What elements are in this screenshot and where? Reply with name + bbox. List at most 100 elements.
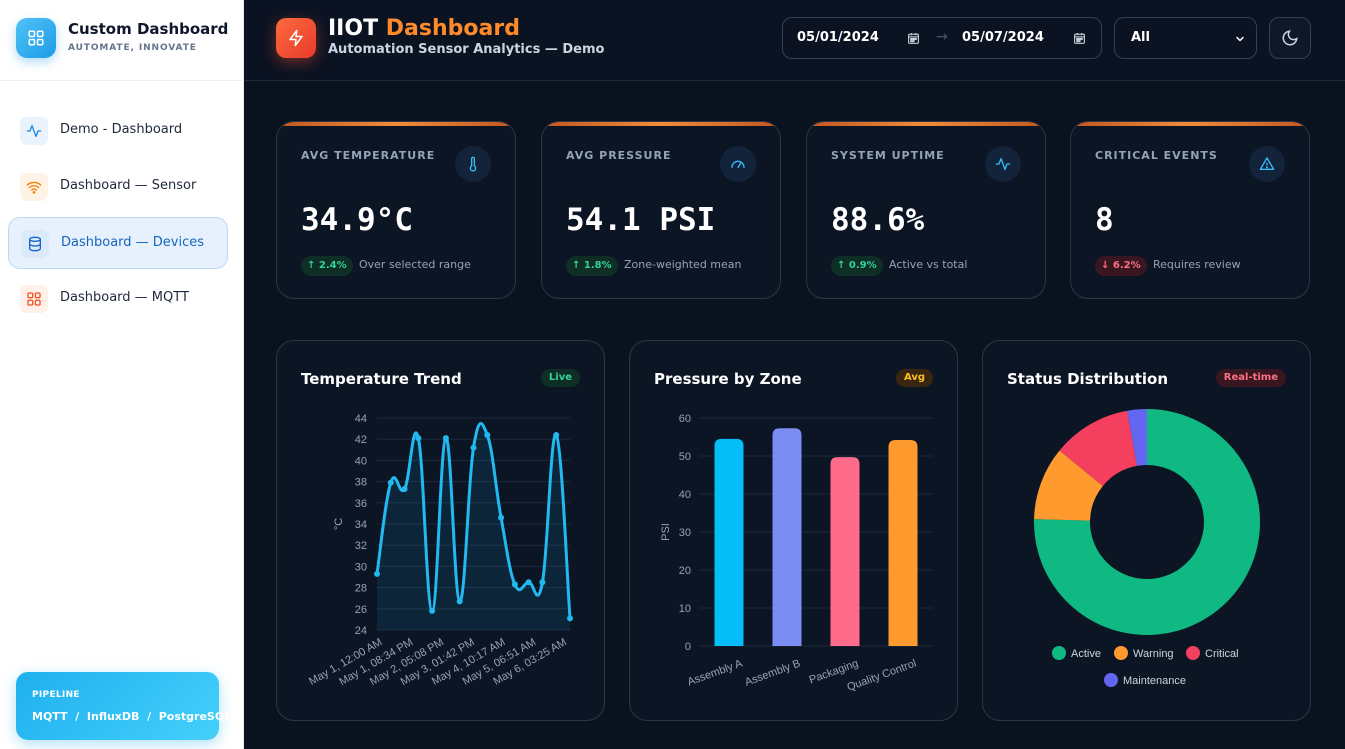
kpi-note: Over selected range [359,258,471,271]
date-to-input[interactable]: 05/07/2024 [962,30,1044,45]
y-tick-label: 30 [355,561,367,573]
pressure-by-zone-card: Pressure by Zone Avg 0 10 20 30 40 50 60 PSI Ass… [629,340,958,721]
data-point [498,514,505,521]
alert-triangle-icon [1249,146,1285,182]
data-point [539,579,546,586]
kpi-value: 54.1 PSI [566,202,716,238]
y-tick-label: 28 [355,583,367,595]
title-main: IIOT [328,16,379,41]
x-tick-label: Assembly A [686,657,745,688]
kpi-card-uptime: SYSTEM UPTIME 88.6% ↑ 0.9% Active vs tot… [806,121,1046,299]
y-tick-label: 40 [355,455,367,467]
calendar-icon[interactable] [907,32,920,45]
bar-assembly-b [772,428,802,646]
kpi-value: 88.6% [831,202,925,238]
y-axis-label: °C [333,518,345,530]
page-title: IIOT Dashboard [328,16,520,41]
y-tick-label: 32 [355,540,367,552]
legend-item-warning[interactable]: Warning [1114,646,1174,661]
brand-subtitle: AUTOMATE, INNOVATE [68,43,197,53]
live-badge: Live [540,369,580,387]
moon-icon [1282,30,1298,46]
legend-label: Warning [1133,648,1174,660]
kpi-accent-bar [807,122,1045,126]
legend-item-active[interactable]: Active [1052,646,1101,661]
pipeline-title: PIPELINE [32,690,80,700]
activity-icon [985,146,1021,182]
grid-icon [20,285,48,313]
x-tick-label: Assembly B [743,658,802,689]
kpi-delta-badge: ↑ 1.8% [566,256,618,276]
y-tick-label: 42 [355,434,367,446]
thermometer-icon [455,146,491,182]
y-tick-label: 30 [679,527,691,539]
kpi-delta-badge: ↑ 0.9% [831,256,883,276]
bolt-icon [276,18,316,58]
zone-filter-value: All [1131,30,1150,45]
kpi-value: 34.9°C [301,202,413,238]
status-donut-chart [1034,409,1260,635]
data-point [484,431,491,438]
kpi-accent-bar [277,122,515,126]
slice-active [1034,409,1260,635]
legend-swatch [1052,646,1066,661]
bar-quality-control [888,440,918,646]
y-tick-label: 60 [679,413,691,425]
pipeline-card: PIPELINE MQTT / InfluxDB / PostgreSQL [16,672,231,740]
nav-item-devices[interactable]: Dashboard — Devices [8,217,228,269]
realtime-badge: Real-time [1215,369,1286,387]
theme-toggle-button[interactable] [1269,17,1311,59]
nav-item-demo-dashboard[interactable]: Demo - Dashboard [8,105,228,157]
slice-warning [1034,450,1103,521]
page-subtitle: Automation Sensor Analytics — Demo [328,42,605,57]
kpi-label: AVG TEMPERATURE [301,149,436,162]
kpi-delta-badge: ↓ 6.2% [1095,256,1147,276]
y-tick-label: 34 [355,519,367,531]
bar-packaging [830,457,860,646]
kpi-label: CRITICAL EVENTS [1095,149,1218,162]
sidebar: Custom Dashboard AUTOMATE, INNOVATE Demo… [0,0,244,749]
y-axis-label: PSI [660,523,672,541]
slice-critical [1059,410,1138,486]
y-tick-label: 50 [679,451,691,463]
date-arrow: → [936,29,948,45]
pipeline-value: MQTT / InfluxDB / PostgreSQL [32,710,232,723]
legend-item-maintenance[interactable]: Maintenance [1104,673,1186,688]
zone-filter-select[interactable]: All [1114,17,1257,59]
nav-item-sensor[interactable]: Dashboard — Sensor [8,161,228,213]
data-point [387,479,394,486]
header: IIOT Dashboard Automation Sensor Analyti… [244,0,1345,81]
kpi-accent-bar [542,122,780,126]
brand-title: Custom Dashboard [68,20,229,38]
kpi-card-critical-events: CRITICAL EVENTS 8 ↓ 6.2% Requires review [1070,121,1310,299]
activity-icon [20,117,48,145]
wifi-icon [20,173,48,201]
legend-swatch [1186,646,1200,661]
legend-swatch [1104,673,1118,688]
y-tick-label: 26 [355,604,367,616]
data-point [415,435,422,442]
card-title: Temperature Trend [301,370,462,388]
kpi-delta-badge: ↑ 2.4% [301,256,353,276]
status-distribution-card: Status Distribution Real-time Active Warn… [982,340,1311,721]
data-point [401,486,408,493]
data-point [456,598,463,605]
y-tick-label: 40 [679,489,691,501]
date-range-picker: 05/01/2024 → 05/07/2024 [782,17,1102,59]
calendar-icon[interactable] [1073,32,1086,45]
legend-item-critical[interactable]: Critical [1186,646,1239,661]
grid-icon[interactable] [16,18,56,58]
date-from-input[interactable]: 05/01/2024 [797,30,879,45]
kpi-label: SYSTEM UPTIME [831,149,945,162]
data-point [553,431,560,438]
nav-item-mqtt[interactable]: Dashboard — MQTT [8,273,228,325]
card-title: Pressure by Zone [654,370,802,388]
area-fill [377,423,570,630]
kpi-label: AVG PRESSURE [566,149,672,162]
legend-label: Critical [1205,648,1239,660]
y-tick-label: 0 [685,641,691,653]
title-accent: Dashboard [385,16,520,41]
y-tick-label: 24 [355,625,367,637]
